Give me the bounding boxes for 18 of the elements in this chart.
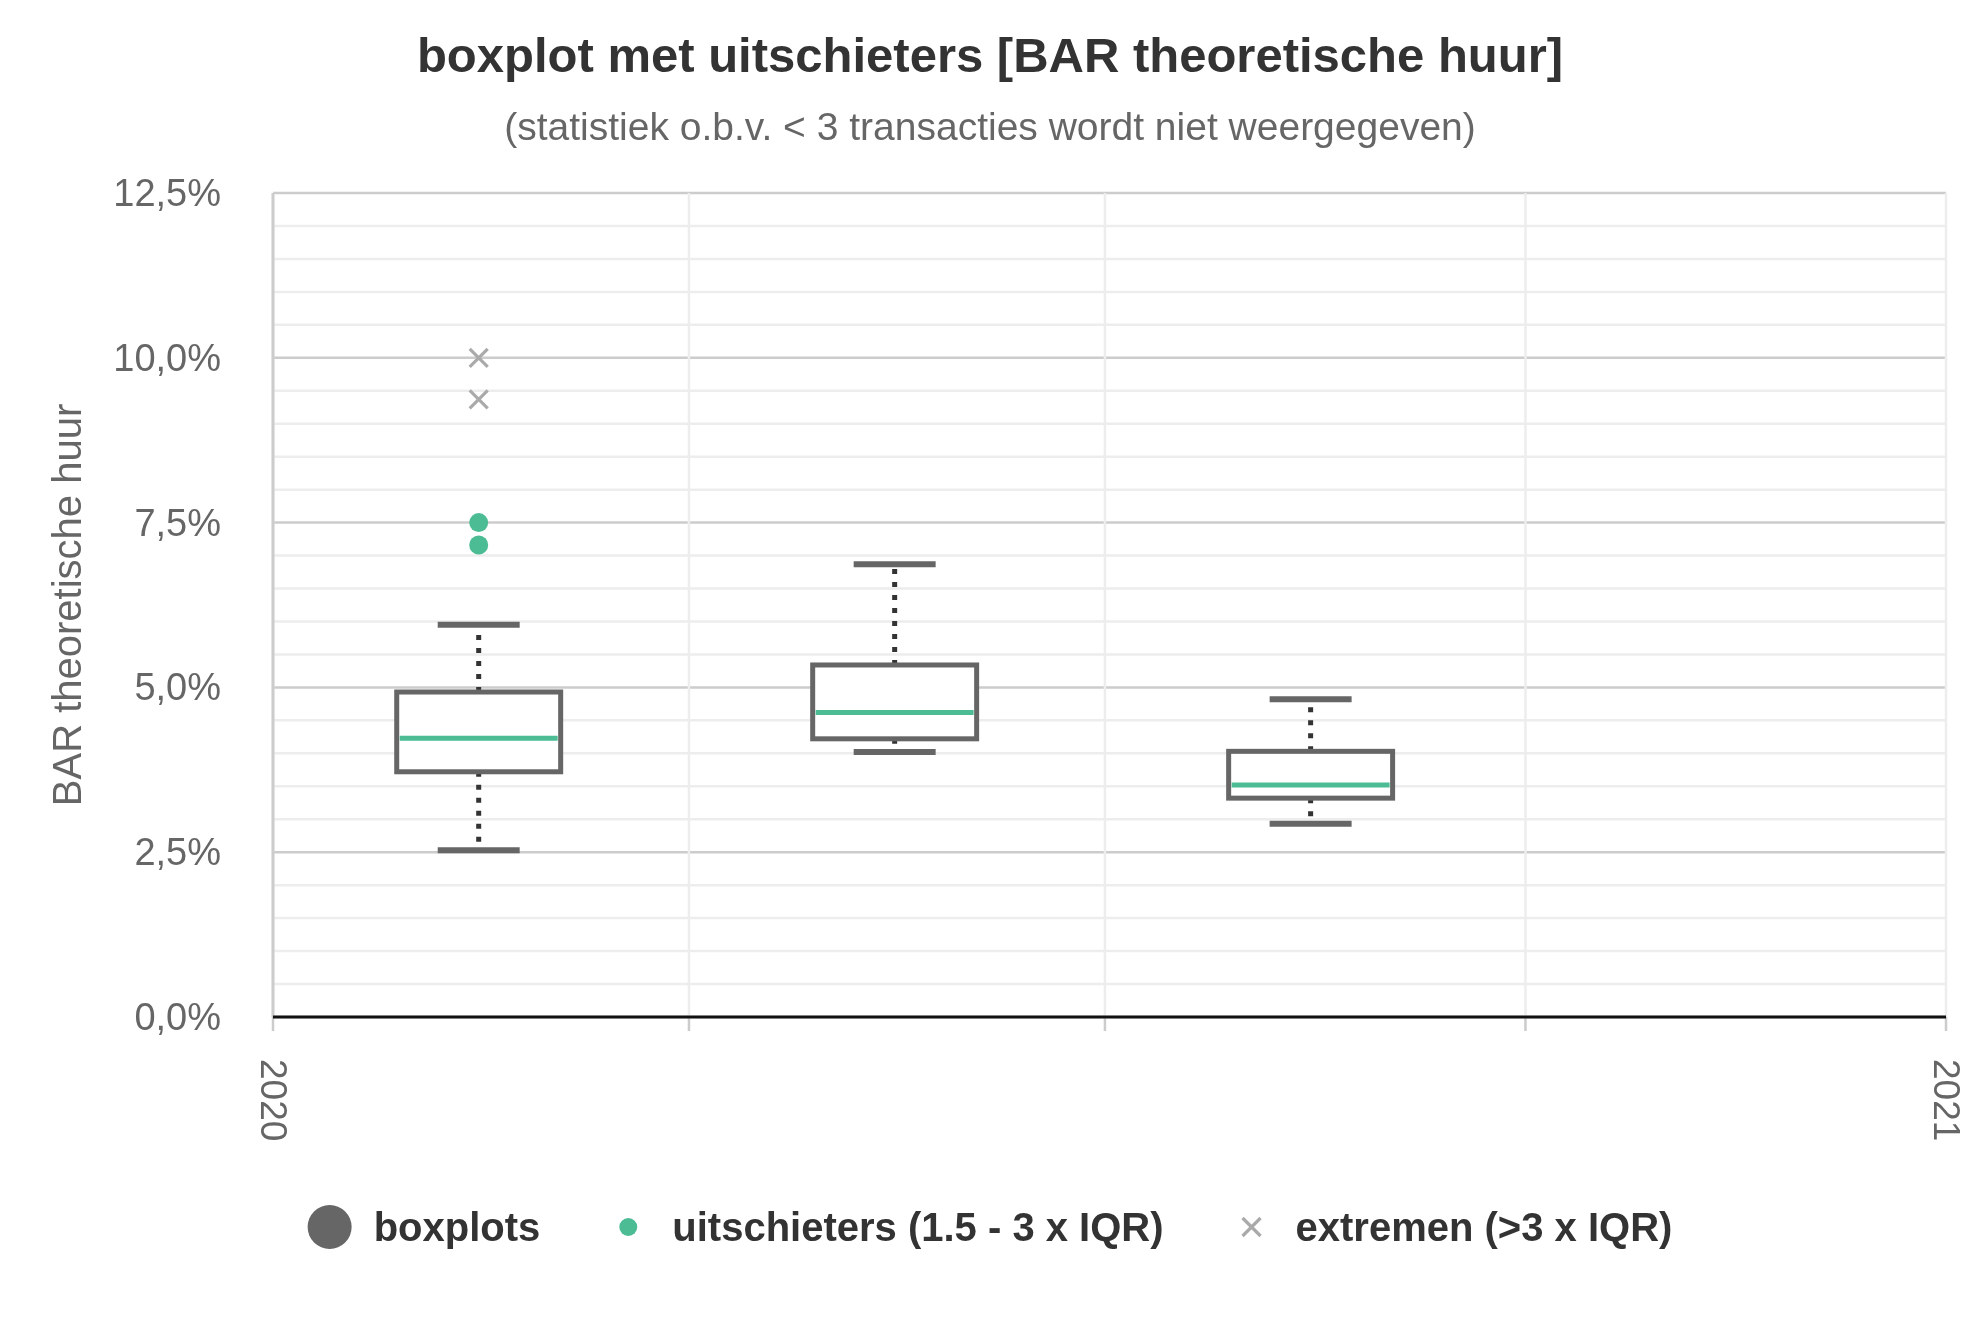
point — [468, 388, 490, 410]
x-tick-label: 2021 — [1925, 1059, 1967, 1142]
chart-title: boxplot met uitschieters [BAR theoretische huur] — [416, 28, 1564, 82]
point — [469, 513, 489, 533]
chart-subtitle: (statistiek o.b.v. < 3 transacties wordt niet weergegeven) — [504, 105, 1476, 148]
y-tick-label: 5,0% — [134, 666, 221, 709]
y-tick-label: 12,5% — [113, 172, 221, 214]
y-axis-title: BAR theoretische huur — [45, 403, 89, 807]
x-tick-label: 2020 — [252, 1059, 294, 1142]
point — [468, 347, 490, 369]
y-tick-label: 10,0% — [113, 336, 221, 379]
point — [469, 535, 489, 555]
y-tick-label: 7,5% — [134, 501, 221, 544]
legend-label: boxplots — [373, 1205, 541, 1249]
y-tick-label: 0,0% — [134, 996, 221, 1038]
legend-label: extremen (>3 x IQR) — [1295, 1205, 1673, 1249]
y-tick-label: 2,5% — [134, 831, 221, 874]
legend-label: uitschieters (1.5 - 3 x IQR) — [672, 1205, 1164, 1249]
